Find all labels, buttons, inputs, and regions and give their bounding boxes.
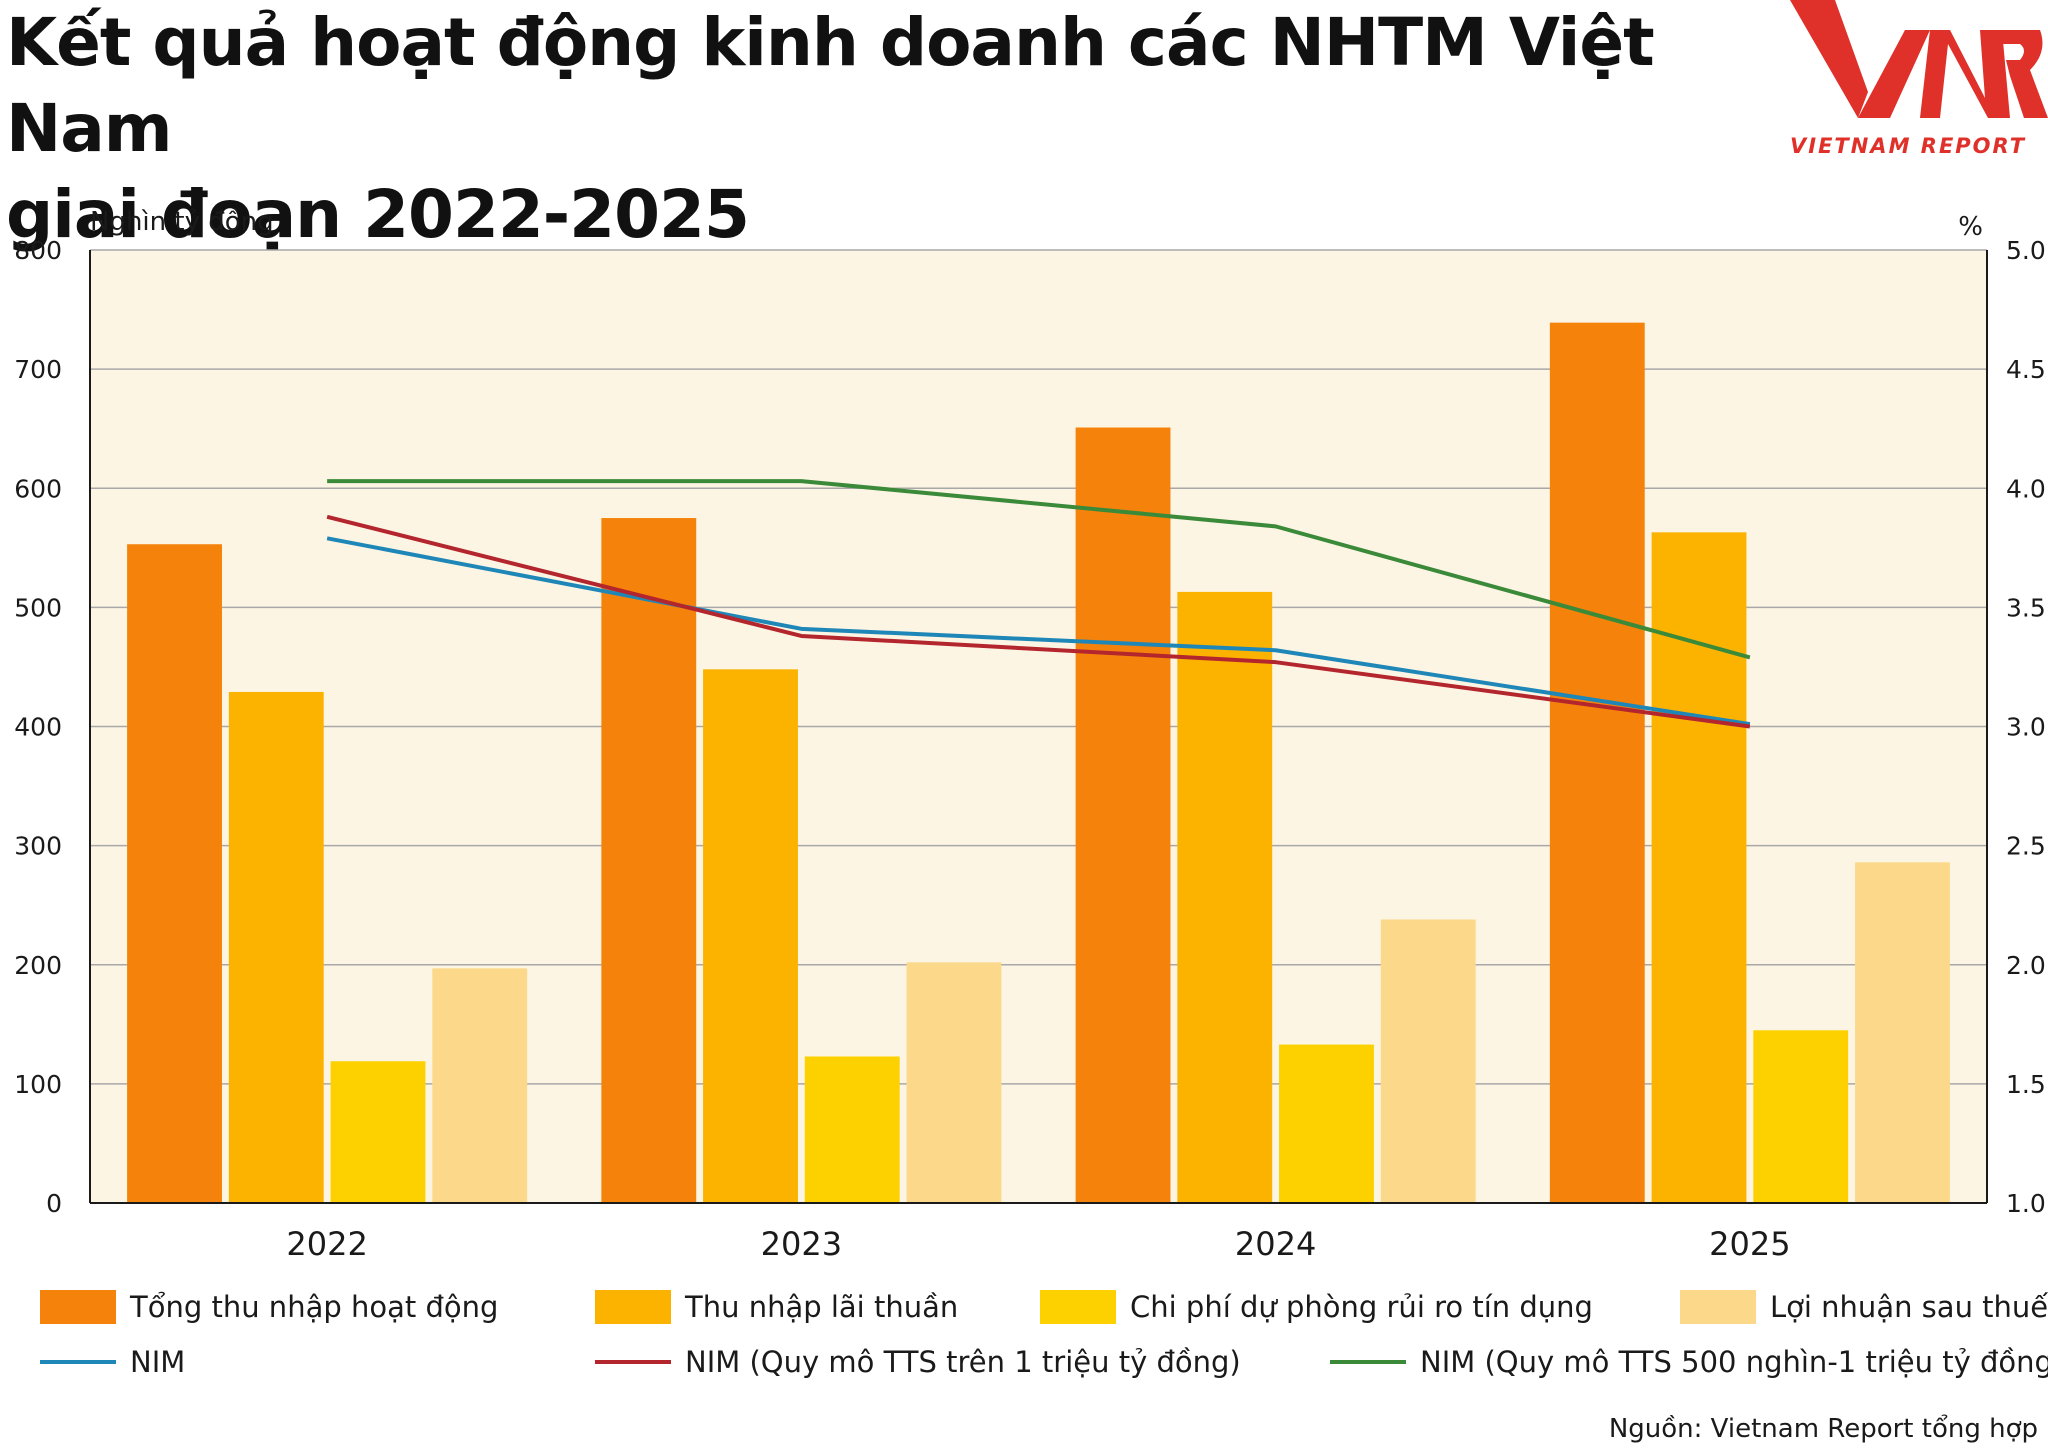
y2-tick-label: 2.0 <box>2006 951 2046 980</box>
chart-title: Kết quả hoạt động kinh doanh các NHTM Vi… <box>6 0 1706 258</box>
legend-swatch <box>1330 1360 1406 1364</box>
y2-tick-label: 5.0 <box>2006 236 2046 265</box>
y2-tick-label: 1.0 <box>2006 1189 2046 1218</box>
legend-swatch <box>595 1360 671 1364</box>
y-axis-label: Nghìn tỷ đồng <box>90 207 274 237</box>
bar <box>1177 591 1273 1203</box>
vnr-logo <box>1790 0 2048 118</box>
legend-item: Thu nhập lãi thuần <box>595 1290 958 1324</box>
bar <box>432 968 528 1203</box>
legend-swatch <box>40 1360 116 1364</box>
chart: 0 100 200 300 400 500 600 700 800 1.0 1.5 2.0 2.5 3.0… <box>14 207 2045 1263</box>
y-tick-label: 700 <box>14 355 62 384</box>
legend-label: Thu nhập lãi thuần <box>685 1290 959 1324</box>
bar <box>1753 1030 1849 1203</box>
chart-title-line-1: Kết quả hoạt động kinh doanh các NHTM Vi… <box>6 4 1655 167</box>
legend: Tổng thu nhập hoạt động Thu nhập lãi thuầ… <box>40 1290 2048 1410</box>
bar <box>1855 862 1950 1203</box>
nim-line <box>326 514 1751 729</box>
bar <box>1279 1044 1374 1203</box>
bar <box>906 962 1002 1203</box>
nim-lines <box>326 479 1751 729</box>
bar <box>1549 322 1645 1203</box>
bar <box>804 1056 900 1203</box>
y2-tick-label: 2.5 <box>2006 832 2046 861</box>
y-tick-label: 600 <box>14 474 62 503</box>
legend-swatch <box>1680 1290 1756 1324</box>
legend-swatch <box>1040 1290 1116 1324</box>
chart-title-line-2: giai đoạn 2022-2025 <box>6 176 750 253</box>
x-tick-label: 2025 <box>1709 1225 1790 1263</box>
bars <box>127 322 1950 1204</box>
legend-swatch <box>40 1290 116 1324</box>
y2-tick-label: 3.0 <box>2006 713 2046 742</box>
legend-label: Tổng thu nhập hoạt động <box>130 1290 499 1324</box>
nim-line <box>327 479 1751 660</box>
bar <box>127 544 222 1203</box>
legend-label: NIM (Quy mô TTS trên 1 triệu tỷ đồng) <box>685 1345 1241 1379</box>
bar <box>1380 919 1476 1203</box>
y-tick-label: 800 <box>14 236 62 265</box>
legend-item: Lợi nhuận sau thuế <box>1680 1290 2048 1324</box>
y-tick-label: 100 <box>14 1070 62 1099</box>
legend-item: NIM (Quy mô TTS trên 1 triệu tỷ đồng) <box>595 1345 1241 1379</box>
axes: 0 100 200 300 400 500 600 700 800 1.0 1.5 2.0 2.5 3.0… <box>14 236 2045 1263</box>
legend-label: Lợi nhuận sau thuế <box>1770 1290 2048 1324</box>
y-tick-label: 500 <box>14 593 62 622</box>
x-tick-label: 2022 <box>286 1225 367 1263</box>
bar <box>1075 427 1171 1204</box>
bar <box>330 1061 426 1203</box>
legend-label: NIM (Quy mô TTS 500 nghìn-1 triệu tỷ đồn… <box>1420 1345 2048 1379</box>
legend-item: Tổng thu nhập hoạt động <box>40 1290 498 1324</box>
bar <box>228 691 324 1203</box>
legend-item: NIM (Quy mô TTS 500 nghìn-1 triệu tỷ đồn… <box>1330 1345 2048 1379</box>
logo-caption: VIETNAM REPORT <box>1790 134 2027 158</box>
legend-swatch <box>595 1290 671 1324</box>
legend-item: NIM <box>40 1345 185 1379</box>
y2-tick-label: 4.0 <box>2006 474 2046 503</box>
x-tick-label: 2024 <box>1235 1225 1316 1263</box>
y2-tick-label: 1.5 <box>2006 1070 2046 1099</box>
y2-tick-label: 4.5 <box>2006 355 2046 384</box>
y2-tick-label: 3.5 <box>2006 593 2046 622</box>
nim-line <box>326 536 1751 727</box>
y2-axis-label: % <box>1958 212 1983 242</box>
y-tick-label: 300 <box>14 832 62 861</box>
legend-label: NIM <box>130 1345 186 1379</box>
x-tick-label: 2023 <box>761 1225 842 1263</box>
legend-label: Chi phí dự phòng rủi ro tín dụng <box>1130 1290 1593 1324</box>
legend-item: Chi phí dự phòng rủi ro tín dụng <box>1040 1290 1593 1324</box>
y-tick-label: 400 <box>14 713 62 742</box>
source-note: Nguồn: Vietnam Report tổng hợp <box>1608 1414 2038 1444</box>
bar <box>703 669 798 1203</box>
y-tick-label: 0 <box>46 1189 62 1218</box>
y-tick-label: 200 <box>14 951 62 980</box>
bar <box>601 518 697 1203</box>
